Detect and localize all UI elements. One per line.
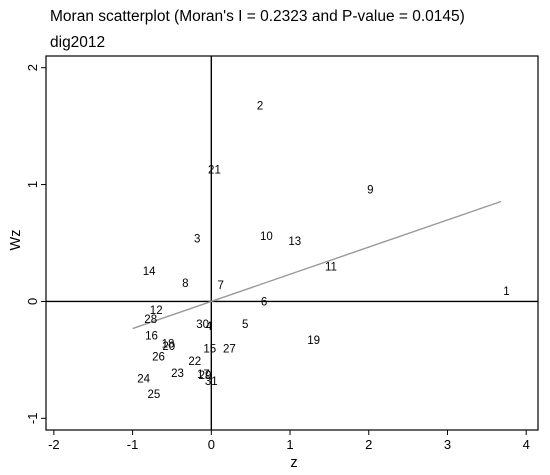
point-label-14: 14	[143, 266, 156, 278]
point-label-15: 15	[203, 343, 216, 355]
point-label-6: 6	[261, 297, 267, 309]
fit-line	[132, 200, 502, 330]
chart-subtitle: dig2012	[50, 34, 106, 51]
point-label-11: 11	[325, 262, 337, 274]
point-label-8: 8	[182, 278, 188, 290]
point-label-30: 30	[196, 319, 209, 331]
point-label-29: 29	[199, 370, 212, 382]
point-label-26: 26	[152, 352, 165, 364]
x-axis-label: z	[290, 455, 297, 471]
x-tick-label: 2	[365, 437, 372, 452]
x-tick-label: 4	[523, 437, 530, 452]
point-label-5: 5	[242, 319, 248, 331]
y-tick-label: 1	[25, 181, 40, 188]
point-label-16: 16	[145, 331, 158, 343]
x-tick-label: 1	[286, 437, 293, 452]
point-label-1: 1	[503, 286, 509, 298]
y-tick-label: 0	[25, 298, 40, 305]
plot-area-frame	[45, 55, 539, 431]
point-label-25: 25	[147, 389, 160, 401]
x-tick-label: -2	[48, 437, 60, 452]
point-label-23: 23	[171, 368, 184, 380]
point-label-21: 21	[208, 165, 221, 177]
y-axis-label: Wz	[8, 230, 24, 251]
point-label-24: 24	[137, 374, 150, 386]
x-tick-label: 0	[208, 437, 215, 452]
point-label-13: 13	[288, 236, 301, 248]
point-label-2: 2	[257, 100, 263, 112]
point-label-4: 4	[206, 321, 213, 333]
point-label-3: 3	[194, 233, 200, 245]
point-label-27: 27	[223, 343, 236, 355]
point-label-22: 22	[188, 356, 201, 368]
point-label-12: 12	[150, 305, 163, 317]
y-tick-label: -1	[25, 413, 40, 425]
point-label-31: 31	[205, 376, 218, 388]
y-tick-label: 2	[25, 64, 40, 71]
point-label-9: 9	[367, 184, 373, 196]
x-tick-label: 3	[444, 437, 451, 452]
x-tick-label: -1	[127, 437, 139, 452]
point-label-28: 28	[144, 314, 157, 326]
point-label-10: 10	[260, 231, 273, 243]
point-label-17: 17	[197, 369, 210, 381]
point-label-18: 18	[162, 339, 175, 351]
point-label-19: 19	[307, 335, 320, 347]
point-label-7: 7	[218, 280, 224, 292]
chart-title: Moran scatterplot (Moran's I = 0.2323 an…	[50, 8, 465, 25]
point-label-20: 20	[162, 341, 175, 353]
